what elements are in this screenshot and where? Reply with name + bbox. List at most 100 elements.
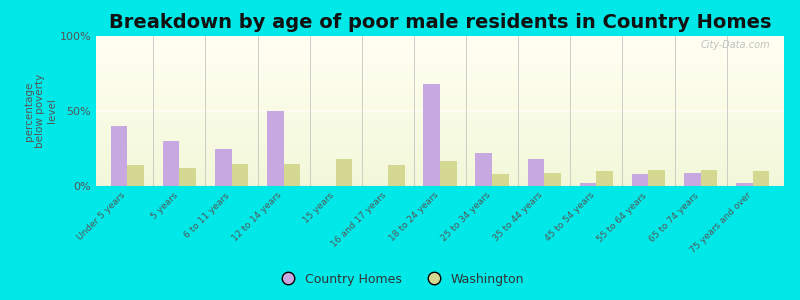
Bar bbox=[423, 84, 440, 186]
Bar bbox=[596, 171, 613, 186]
Bar bbox=[96, 184, 784, 186]
Bar bbox=[96, 117, 784, 118]
Bar bbox=[96, 76, 784, 78]
Bar bbox=[110, 126, 127, 186]
Bar bbox=[96, 58, 784, 60]
Bar bbox=[336, 159, 353, 186]
Bar bbox=[96, 122, 784, 123]
Bar bbox=[96, 87, 784, 88]
Bar bbox=[96, 140, 784, 141]
Bar bbox=[96, 80, 784, 81]
Bar bbox=[284, 164, 300, 186]
Bar bbox=[701, 169, 718, 186]
Bar bbox=[96, 148, 784, 150]
Bar bbox=[96, 51, 784, 52]
Bar bbox=[753, 171, 770, 186]
Bar bbox=[96, 169, 784, 171]
Bar bbox=[492, 174, 509, 186]
Bar bbox=[632, 174, 649, 186]
Bar bbox=[96, 164, 784, 165]
Bar bbox=[96, 94, 784, 96]
Bar bbox=[96, 152, 784, 153]
Bar bbox=[96, 66, 784, 68]
Bar bbox=[96, 158, 784, 159]
Bar bbox=[96, 162, 784, 164]
Bar bbox=[96, 72, 784, 74]
Bar bbox=[96, 167, 784, 168]
Bar bbox=[96, 57, 784, 58]
Bar bbox=[96, 112, 784, 114]
Bar bbox=[96, 118, 784, 120]
Bar bbox=[96, 142, 784, 144]
Bar bbox=[96, 128, 784, 129]
Bar bbox=[96, 129, 784, 130]
Bar bbox=[96, 150, 784, 152]
Bar bbox=[96, 182, 784, 183]
Bar bbox=[127, 165, 144, 186]
Bar bbox=[96, 42, 784, 44]
Bar bbox=[96, 165, 784, 166]
Bar bbox=[96, 44, 784, 45]
Legend: Country Homes, Washington: Country Homes, Washington bbox=[270, 268, 530, 291]
Y-axis label: percentage
below poverty
level: percentage below poverty level bbox=[23, 74, 57, 148]
Bar bbox=[96, 114, 784, 116]
Bar bbox=[96, 110, 784, 111]
Bar bbox=[96, 38, 784, 39]
Bar bbox=[96, 45, 784, 46]
Bar bbox=[580, 183, 596, 186]
Bar bbox=[388, 165, 405, 186]
Bar bbox=[96, 178, 784, 180]
Bar bbox=[96, 90, 784, 92]
Bar bbox=[179, 168, 196, 186]
Bar bbox=[96, 134, 784, 135]
Bar bbox=[649, 169, 665, 186]
Bar bbox=[96, 50, 784, 51]
Text: City-Data.com: City-Data.com bbox=[701, 40, 770, 50]
Bar bbox=[267, 111, 284, 186]
Bar bbox=[96, 147, 784, 148]
Bar bbox=[96, 153, 784, 154]
Bar bbox=[96, 141, 784, 142]
Bar bbox=[215, 148, 231, 186]
Bar bbox=[96, 92, 784, 93]
Bar bbox=[440, 160, 457, 186]
Bar bbox=[96, 60, 784, 61]
Bar bbox=[96, 39, 784, 40]
Bar bbox=[96, 99, 784, 100]
Bar bbox=[736, 183, 753, 186]
Bar bbox=[96, 124, 784, 126]
Bar bbox=[96, 130, 784, 132]
Bar bbox=[96, 78, 784, 80]
Bar bbox=[96, 159, 784, 160]
Bar bbox=[96, 70, 784, 72]
Bar bbox=[96, 68, 784, 69]
Bar bbox=[96, 120, 784, 122]
Bar bbox=[96, 56, 784, 57]
Bar bbox=[96, 81, 784, 82]
Bar bbox=[96, 160, 784, 162]
Bar bbox=[96, 132, 784, 134]
Bar bbox=[96, 40, 784, 42]
Bar bbox=[96, 168, 784, 170]
Bar bbox=[96, 144, 784, 146]
Bar bbox=[96, 105, 784, 106]
Bar bbox=[96, 106, 784, 108]
Bar bbox=[96, 98, 784, 99]
Bar bbox=[96, 172, 784, 174]
Bar bbox=[96, 156, 784, 158]
Bar bbox=[96, 88, 784, 90]
Bar bbox=[96, 136, 784, 138]
Bar bbox=[96, 36, 784, 38]
Bar bbox=[96, 100, 784, 102]
Bar bbox=[162, 141, 179, 186]
Bar bbox=[96, 84, 784, 86]
Bar bbox=[96, 85, 784, 87]
Bar bbox=[96, 61, 784, 63]
Bar bbox=[96, 52, 784, 54]
Bar bbox=[96, 54, 784, 56]
Bar bbox=[96, 102, 784, 104]
Bar bbox=[96, 171, 784, 172]
Bar bbox=[96, 116, 784, 117]
Bar bbox=[475, 153, 492, 186]
Bar bbox=[96, 96, 784, 98]
